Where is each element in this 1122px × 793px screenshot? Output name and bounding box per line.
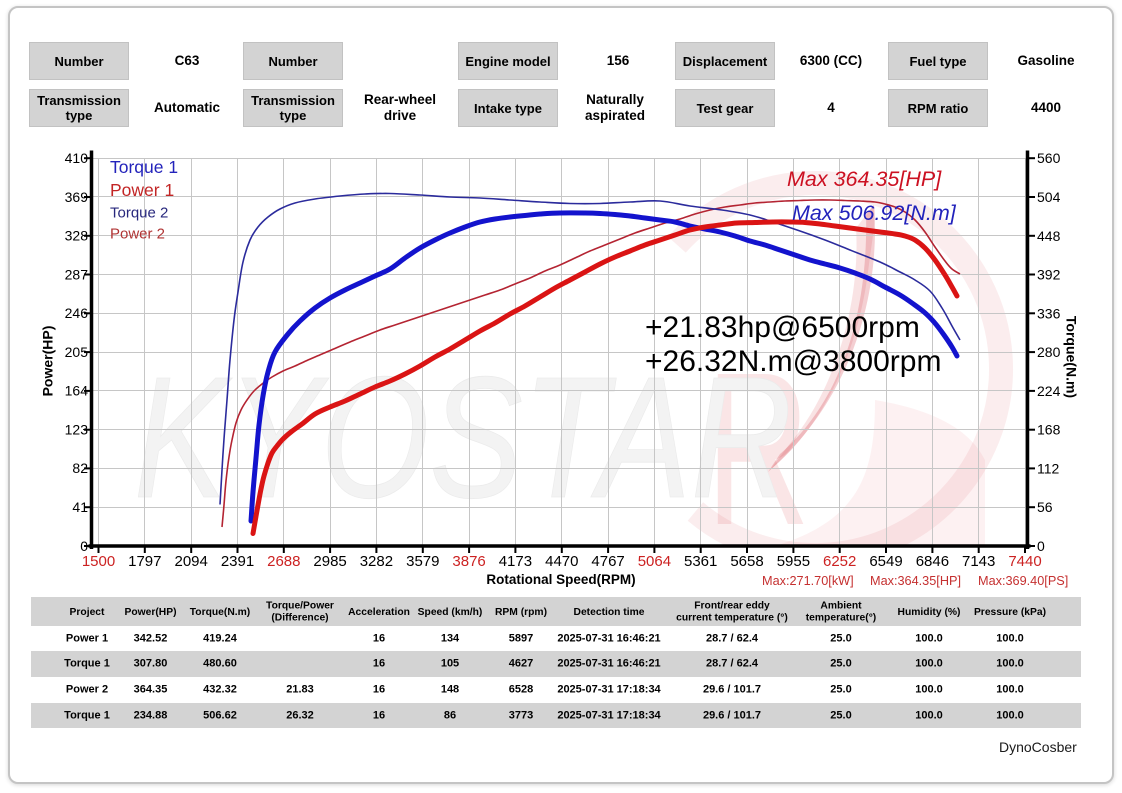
svg-text:2391: 2391 — [221, 553, 254, 570]
svg-text:392: 392 — [1037, 267, 1061, 283]
svg-text:0: 0 — [1037, 538, 1045, 554]
svg-text:560: 560 — [1037, 150, 1061, 166]
svg-text:5064: 5064 — [638, 553, 671, 570]
svg-text:+21.83hp@6500rpm: +21.83hp@6500rpm — [645, 311, 920, 344]
svg-text:2688: 2688 — [267, 553, 300, 570]
svg-text:7143: 7143 — [962, 553, 995, 570]
svg-text:Torque(N.m): Torque(N.m) — [1064, 316, 1080, 398]
svg-text:+26.32N.m@3800rpm: +26.32N.m@3800rpm — [645, 345, 941, 378]
svg-text:R: R — [706, 328, 810, 571]
svg-text:2985: 2985 — [313, 553, 346, 570]
svg-text:7440: 7440 — [1008, 553, 1041, 570]
svg-text:Max:364.35[HP]: Max:364.35[HP] — [870, 574, 961, 588]
svg-text:Power(HP): Power(HP) — [40, 326, 56, 397]
svg-text:Max:369.40[PS]: Max:369.40[PS] — [978, 574, 1068, 588]
svg-text:Torque 2: Torque 2 — [110, 205, 168, 222]
svg-text:123: 123 — [65, 422, 89, 438]
svg-text:410: 410 — [65, 150, 89, 166]
svg-text:328: 328 — [65, 228, 89, 244]
svg-text:Power 2: Power 2 — [110, 226, 165, 243]
svg-text:0: 0 — [80, 538, 88, 554]
svg-text:336: 336 — [1037, 305, 1061, 321]
svg-text:6846: 6846 — [916, 553, 949, 570]
svg-text:6549: 6549 — [869, 553, 902, 570]
svg-text:5658: 5658 — [730, 553, 763, 570]
svg-text:224: 224 — [1037, 383, 1061, 399]
svg-text:4767: 4767 — [591, 553, 624, 570]
svg-text:4470: 4470 — [545, 553, 578, 570]
svg-text:504: 504 — [1037, 189, 1061, 205]
svg-text:KYOSTAR: KYOSTAR — [134, 340, 792, 534]
svg-text:168: 168 — [1037, 422, 1061, 438]
svg-text:Power 1: Power 1 — [110, 180, 174, 200]
svg-text:5361: 5361 — [684, 553, 717, 570]
svg-text:3282: 3282 — [360, 553, 393, 570]
svg-text:369: 369 — [65, 189, 89, 205]
svg-text:5955: 5955 — [777, 553, 810, 570]
svg-text:112: 112 — [1037, 460, 1060, 476]
svg-text:Max:271.70[kW]: Max:271.70[kW] — [762, 574, 854, 588]
svg-text:448: 448 — [1037, 228, 1061, 244]
svg-text:280: 280 — [1037, 344, 1061, 360]
svg-text:Max 364.35[HP]: Max 364.35[HP] — [787, 167, 942, 191]
svg-text:4173: 4173 — [499, 553, 532, 570]
svg-text:Torque 1: Torque 1 — [110, 157, 178, 177]
svg-text:164: 164 — [65, 383, 89, 399]
svg-text:Rotational Speed(RPM): Rotational Speed(RPM) — [486, 572, 635, 587]
svg-text:1500: 1500 — [82, 553, 115, 570]
svg-text:Max 506.92[N.m]: Max 506.92[N.m] — [792, 201, 957, 225]
svg-text:1797: 1797 — [128, 553, 161, 570]
svg-text:56: 56 — [1037, 499, 1053, 515]
svg-text:2094: 2094 — [175, 553, 208, 570]
svg-text:246: 246 — [65, 305, 89, 321]
svg-text:82: 82 — [72, 460, 88, 476]
svg-text:287: 287 — [65, 266, 89, 282]
svg-text:3579: 3579 — [406, 553, 439, 570]
svg-text:205: 205 — [65, 344, 89, 360]
svg-text:6252: 6252 — [823, 553, 856, 570]
svg-text:41: 41 — [72, 499, 88, 515]
svg-text:3876: 3876 — [452, 553, 485, 570]
